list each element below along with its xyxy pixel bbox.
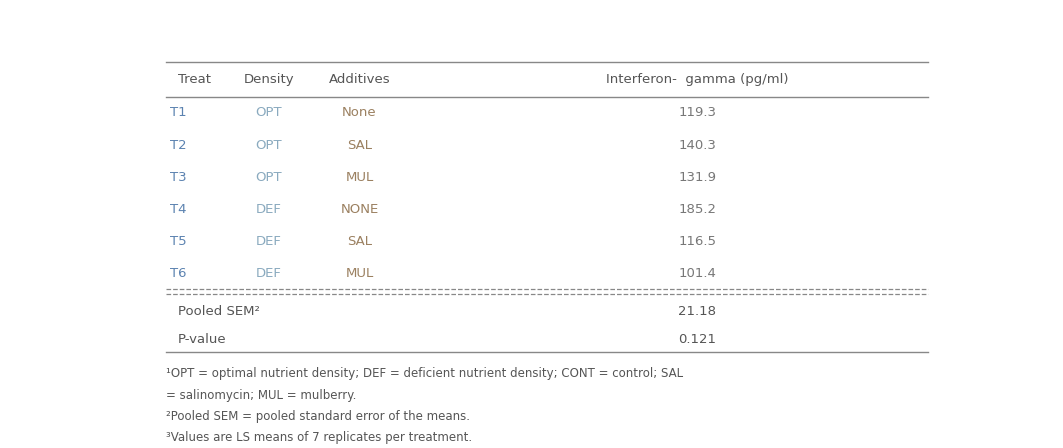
Text: OPT: OPT <box>255 107 282 120</box>
Text: Additives: Additives <box>328 73 390 86</box>
Text: 116.5: 116.5 <box>678 235 716 248</box>
Text: P-value: P-value <box>179 333 226 346</box>
Text: MUL: MUL <box>345 267 373 280</box>
Text: T1: T1 <box>170 107 186 120</box>
Text: None: None <box>342 107 376 120</box>
Text: T3: T3 <box>170 171 186 184</box>
Text: T2: T2 <box>170 138 186 151</box>
Text: DEF: DEF <box>256 202 282 215</box>
Text: OPT: OPT <box>255 171 282 184</box>
Text: 140.3: 140.3 <box>678 138 716 151</box>
Text: Pooled SEM²: Pooled SEM² <box>179 305 260 318</box>
Text: = salinomycin; MUL = mulberry.: = salinomycin; MUL = mulberry. <box>166 389 356 402</box>
Text: NONE: NONE <box>340 202 378 215</box>
Text: ²Pooled SEM = pooled standard error of the means.: ²Pooled SEM = pooled standard error of t… <box>166 410 470 423</box>
Text: 185.2: 185.2 <box>678 202 716 215</box>
Text: ³Values are LS means of 7 replicates per treatment.: ³Values are LS means of 7 replicates per… <box>166 431 472 444</box>
Text: SAL: SAL <box>347 235 372 248</box>
Text: Density: Density <box>243 73 294 86</box>
Text: ¹OPT = optimal nutrient density; DEF = deficient nutrient density; CONT = contro: ¹OPT = optimal nutrient density; DEF = d… <box>166 367 682 380</box>
Text: 131.9: 131.9 <box>678 171 716 184</box>
Text: 101.4: 101.4 <box>678 267 716 280</box>
Text: 21.18: 21.18 <box>678 305 716 318</box>
Text: OPT: OPT <box>255 138 282 151</box>
Text: 119.3: 119.3 <box>678 107 716 120</box>
Text: DEF: DEF <box>256 267 282 280</box>
Text: T6: T6 <box>170 267 186 280</box>
Text: Treat: Treat <box>179 73 212 86</box>
Text: Interferon-  gamma (pg/ml): Interferon- gamma (pg/ml) <box>606 73 789 86</box>
Text: T5: T5 <box>170 235 186 248</box>
Text: 0.121: 0.121 <box>678 333 716 346</box>
Text: MUL: MUL <box>345 171 373 184</box>
Text: DEF: DEF <box>256 235 282 248</box>
Text: T4: T4 <box>170 202 186 215</box>
Text: SAL: SAL <box>347 138 372 151</box>
